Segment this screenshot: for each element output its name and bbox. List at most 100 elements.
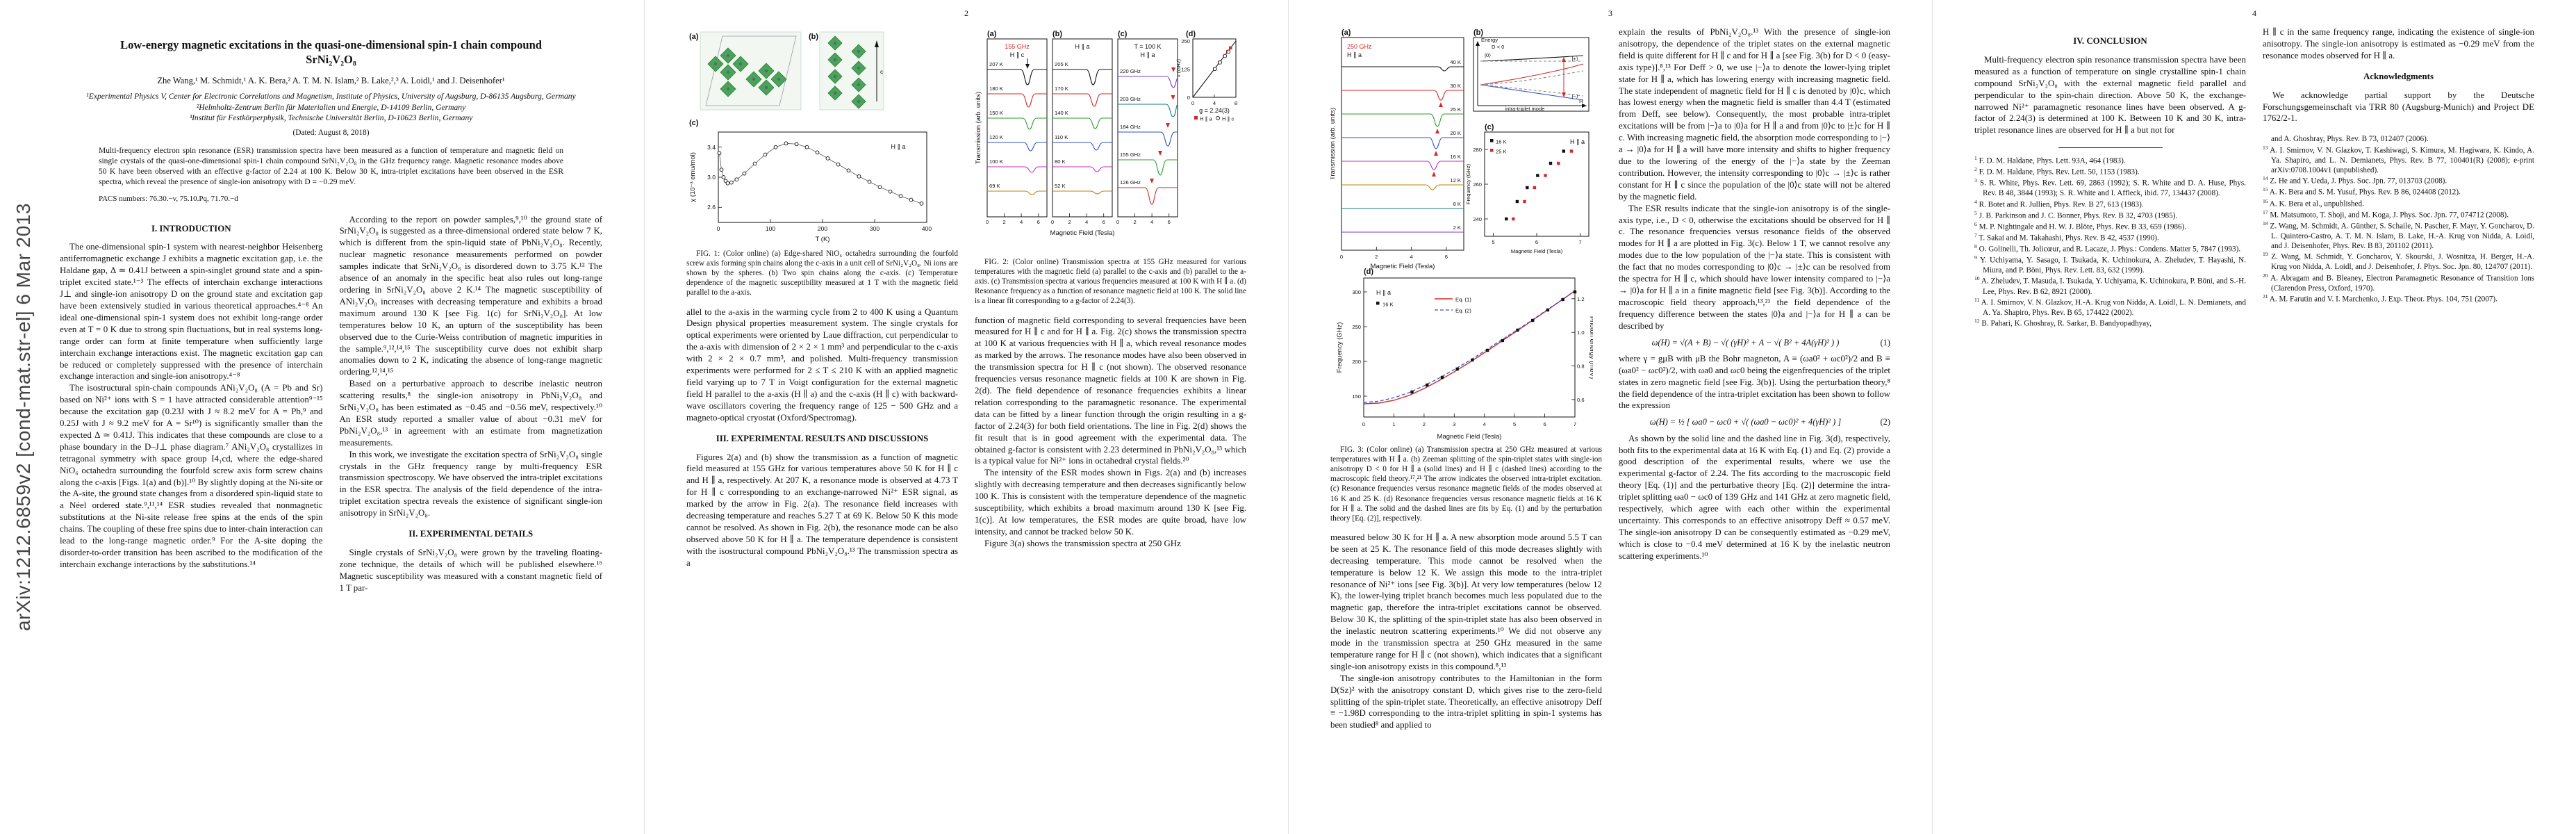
bibliography-rule xyxy=(2058,147,2163,149)
orientation-label: H ∥ a xyxy=(1140,51,1155,58)
x-tick: 4 xyxy=(1213,100,1216,106)
page4-column-1: IV. CONCLUSION Multi-frequency electron … xyxy=(1974,26,2246,329)
page-number: 2 xyxy=(964,8,968,18)
x-tick: 4 xyxy=(1410,254,1412,260)
frequency-label: 250 GHz xyxy=(1347,43,1372,50)
x-tick: 1 xyxy=(1392,421,1395,427)
legend-square-icon xyxy=(1194,116,1198,120)
orientation-label: H ∥ a xyxy=(1376,289,1391,296)
frequency-label: 203 GHz xyxy=(1120,96,1141,102)
x-axis-label: Magnetic Field (Tesla) xyxy=(1511,248,1563,254)
y-axis-label: Frequency (GHz) xyxy=(1465,163,1471,204)
field-axis-label: H xyxy=(1579,98,1583,104)
reference: 3 S. R. White, Phys. Rev. Lett. 69, 2863… xyxy=(1974,177,2247,198)
y-tick: 150 xyxy=(1352,393,1361,400)
reference: 21 A. M. Farutin and V. I. Marchenko, J.… xyxy=(2263,293,2497,304)
figure-3-caption: FIG. 3: (Color online) (a) Transmission … xyxy=(1330,445,1602,523)
spectra-panel-b: H ∥ a 205 K 170 K 140 K 110 K 80 K xyxy=(1051,38,1113,225)
y-tick: 125 xyxy=(1181,67,1190,73)
temperature-label: 205 K xyxy=(1055,61,1068,67)
x-tick: 4 xyxy=(1483,421,1486,427)
reference: 12 B. Pahari, K. Ghoshray, R. Sarkar, B.… xyxy=(1974,318,2152,328)
reference: 18 Z. Wang, M. Schmidt, A. Günther, S. S… xyxy=(2263,220,2535,251)
x-tick: 300 xyxy=(870,225,880,232)
crystal-structure-b: c xyxy=(819,31,884,111)
x-tick: 6 xyxy=(1168,219,1171,225)
paragraph: Multi-frequency electron spin resonance … xyxy=(1974,54,2246,136)
panel-a-label: (a) xyxy=(1341,28,1351,37)
eq2-fit-line xyxy=(1363,290,1576,403)
panel-a-label: (a) xyxy=(987,30,997,38)
y-tick: 3.0 xyxy=(707,174,716,181)
temperature-label: 16 K xyxy=(1450,154,1461,160)
x-tick: 6 xyxy=(1037,219,1040,225)
x-tick: 0 xyxy=(1051,219,1054,225)
affiliation: ³Institut für Festkörperphysik, Technisc… xyxy=(189,113,473,123)
panel-c-label: (c) xyxy=(1118,30,1128,38)
temperature-label: 40 K xyxy=(1450,59,1461,65)
y-tick: 280 xyxy=(1473,147,1482,153)
y-tick: 0 xyxy=(1187,95,1190,101)
page4-column-2: H ∥ c in the same frequency range, indic… xyxy=(2263,26,2534,329)
x-tick: 100 xyxy=(766,225,775,232)
frequency-label: 126 GHz xyxy=(1120,179,1141,186)
x-tick: 2 xyxy=(1068,219,1071,225)
reference: 15 A. K. Bera and S. M. Yusuf, Phys. Rev… xyxy=(2263,186,2461,197)
reference: 9 Y. Uchiyama, Y. Sasago, I. Tsukada, K.… xyxy=(1974,254,2247,275)
y-axis-label: Transmission (arb. units) xyxy=(1330,108,1337,180)
y-axis-label: Frequency (GHz) xyxy=(1336,322,1344,373)
reference: 17 M. Matsumoto, T. Shoji, and M. Koga, … xyxy=(2263,208,2509,220)
anisotropy-label: D < 0 xyxy=(1492,44,1504,50)
frequency-label: 155 GHz xyxy=(1120,152,1141,158)
x-tick: 5 xyxy=(1513,421,1516,427)
reference: 14 Z. He and Y. Ueda, J. Phys. Soc. Jpn.… xyxy=(2263,175,2447,186)
panel-d-label: (d) xyxy=(1364,268,1373,276)
panel-b-label: (b) xyxy=(809,33,818,41)
paragraph: According to the report on powder sample… xyxy=(339,214,603,377)
x-tick: 3 xyxy=(1453,421,1455,427)
figure-2: Transmission (arb. units) (a) 155 GHz H … xyxy=(975,28,1246,306)
arxiv-stamp: arXiv:1212.6859v2 [cond-mat.str-el] 6 Ma… xyxy=(13,203,34,631)
points-16K xyxy=(1505,149,1565,221)
page1-column-1: I. INTRODUCTION The one-dimensional spin… xyxy=(60,214,323,594)
legend-label: 25 K xyxy=(1496,149,1507,155)
x-axis-label: T (K) xyxy=(816,236,830,243)
paragraph: Based on a perturbative approach to desc… xyxy=(339,379,603,448)
right-y-tick: 0.8 xyxy=(1577,363,1585,370)
paragraph: explain the results of PbNi₂V₂O₈.¹³ With… xyxy=(1619,27,1890,202)
paragraph: The isostructural spin-chain compounds A… xyxy=(60,383,323,569)
x-tick: 2 xyxy=(1375,254,1378,260)
temperature-label: 207 K xyxy=(989,61,1003,67)
temperature-label: T = 100 K xyxy=(1134,43,1161,50)
crystal-structure-a xyxy=(700,31,802,111)
y-tick: 2.6 xyxy=(707,204,716,211)
reference: 5 J. B. Parkinson and J. C. Bonner, Phys… xyxy=(1974,209,2178,220)
paragraph: Figure 3(a) shows the transmission spect… xyxy=(984,538,1181,548)
legend-label: 16 K xyxy=(1496,139,1507,145)
equation-2: ω(H) = ½ [ ωa0 − ωc0 + √( (ωa0 − ωc0)² +… xyxy=(1619,416,1890,427)
author-list: Zhe Wang,¹ M. Schmidt,¹ A. K. Bera,² A. … xyxy=(157,75,505,85)
temperature-label: 140 K xyxy=(1055,110,1068,116)
page3-column-2: explain the results of PbNi₂V₂O₈.¹³ With… xyxy=(1619,26,1890,731)
susceptibility-plot: 0 100 200 300 400 2.6 3.0 3.4 T (K) χ (1… xyxy=(689,131,932,243)
x-axis-label: Magnetic Field (Tesla) xyxy=(1437,433,1502,441)
figure-2-caption: FIG. 2: (Color online) Transmission spec… xyxy=(975,258,1246,306)
temperature-label: 8 K xyxy=(1453,201,1461,207)
reference: 19 Z. Wang, M. Schmidt, Y. Goncharov, Y.… xyxy=(2263,251,2534,272)
h-parallel-c-points xyxy=(1212,49,1231,72)
equation-body: ω(H) = √(A + B) − √( (γH)² + A − √( B² +… xyxy=(1651,337,1840,348)
section-results: III. EXPERIMENTAL RESULTS AND DISCUSSION… xyxy=(716,433,929,443)
y-axis-label: χ (10⁻³ emu/mol) xyxy=(689,152,697,202)
y-axis-label: Transmission (arb. units) xyxy=(975,92,982,164)
page2-column-2: Transmission (arb. units) (a) 155 GHz H … xyxy=(975,26,1246,569)
paragraph: The ESR results indicate that the single… xyxy=(1619,203,1890,331)
paragraph: Single crystals of SrNi₂V₂O₈ were grown … xyxy=(339,548,603,593)
section-introduction: I. INTRODUCTION xyxy=(151,223,231,234)
frequency-label: 220 GHz xyxy=(1120,68,1141,74)
reference: 2 F. D. M. Haldane, Phys. Rev. Lett. 50,… xyxy=(1974,166,2140,177)
paragraph: The one-dimensional spin-1 system with n… xyxy=(60,242,323,382)
paragraph: In this work, we investigate the excitat… xyxy=(339,449,603,518)
x-tick: 0 xyxy=(1362,421,1365,427)
temperature-label: 52 K xyxy=(1055,183,1066,189)
